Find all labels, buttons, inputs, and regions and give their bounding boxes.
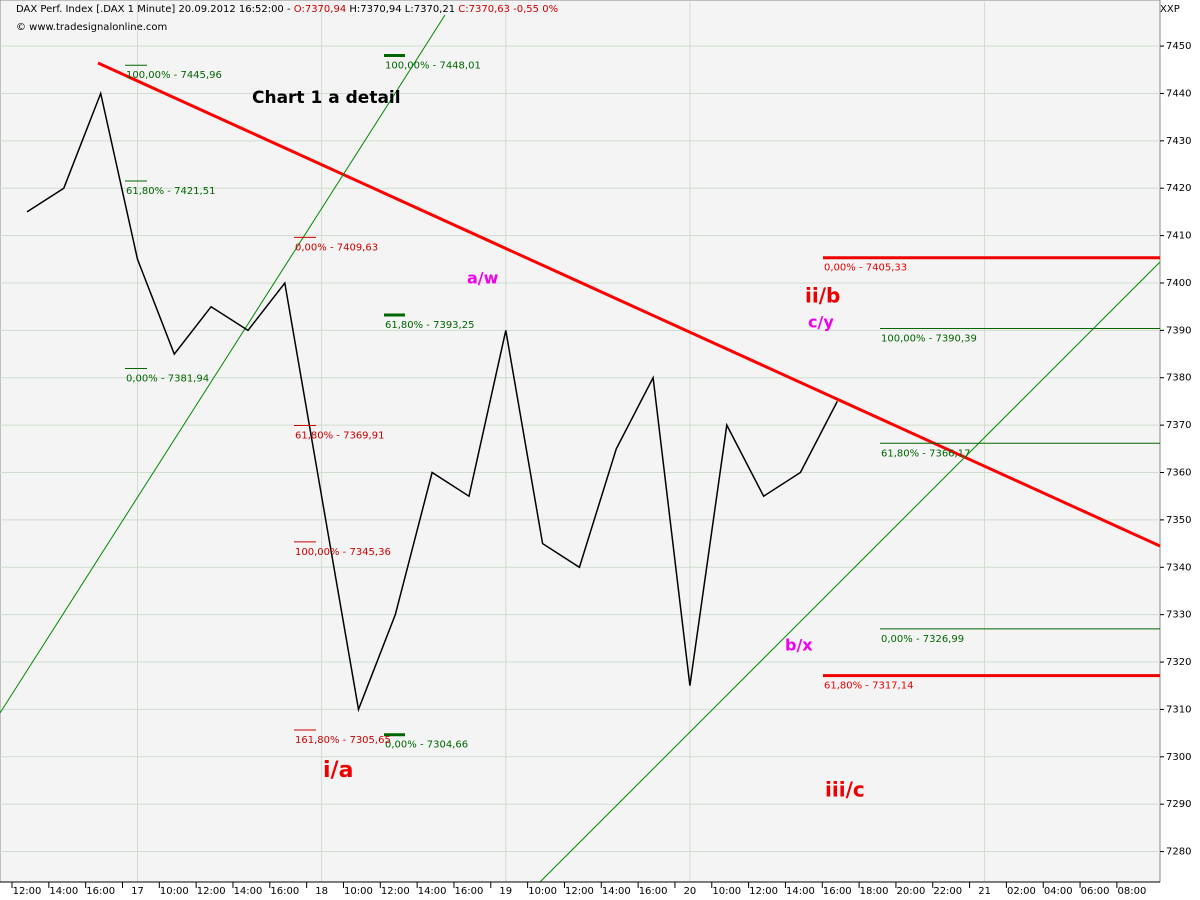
- y-tick-label: 7390: [1166, 325, 1191, 336]
- y-tick-label: 7360: [1166, 468, 1191, 479]
- x-tick-label: 14:00: [602, 886, 631, 897]
- fib-label: 100,00% - 7345,36: [295, 547, 391, 558]
- y-tick-label: 7450: [1166, 41, 1191, 52]
- x-tick-label: 12:00: [749, 886, 778, 897]
- x-tick-label: 14:00: [234, 886, 263, 897]
- x-tick-label: 14:00: [418, 886, 447, 897]
- y-tick-label: 7430: [1166, 136, 1191, 147]
- y-tick-label: 7400: [1166, 278, 1191, 289]
- trend-line: [539, 261, 1161, 883]
- x-tick-label: 02:00: [1007, 886, 1036, 897]
- corner-label: XXP: [1160, 4, 1180, 15]
- x-tick-label: 16:00: [823, 886, 852, 897]
- wave-label: iii/c: [825, 778, 865, 802]
- y-tick-label: 7350: [1166, 515, 1191, 526]
- x-tick-label: 21: [978, 886, 991, 897]
- x-tick-label: 18:00: [860, 886, 889, 897]
- fib-label: 61,80% - 7366,17: [881, 448, 970, 459]
- y-tick-label: 7290: [1166, 799, 1191, 810]
- x-tick-label: 04:00: [1044, 886, 1073, 897]
- fib-label: 61,80% - 7421,51: [126, 186, 215, 197]
- x-tick-label: 18: [315, 886, 328, 897]
- y-tick-label: 7300: [1166, 752, 1191, 763]
- fib-label: 100,00% - 7445,96: [126, 70, 222, 81]
- wave-label: a/w: [467, 269, 499, 288]
- header: DAX Perf. Index [.DAX 1 Minute] 20.09.20…: [16, 4, 558, 15]
- y-tick-label: 7320: [1166, 657, 1191, 668]
- fib-label: 0,00% - 7405,33: [824, 263, 907, 274]
- fib-label: 100,00% - 7448,01: [385, 60, 481, 71]
- header-part: O:7370,94: [294, 4, 346, 15]
- fib-label: 0,00% - 7409,63: [295, 242, 378, 253]
- y-tick-label: 7370: [1166, 420, 1191, 431]
- x-tick-label: 10:00: [160, 886, 189, 897]
- y-tick-label: 7410: [1166, 231, 1191, 242]
- x-tick-label: 12:00: [197, 886, 226, 897]
- x-tick-label: 16:00: [86, 886, 115, 897]
- x-tick-label: 08:00: [1117, 886, 1146, 897]
- x-tick-label: 20:00: [897, 886, 926, 897]
- x-tick-label: 12:00: [381, 886, 410, 897]
- y-tick-label: 7310: [1166, 704, 1191, 715]
- trend-line: [0, 14, 446, 714]
- header-part: DAX Perf. Index [.DAX 1 Minute] 20.09.20…: [16, 4, 294, 15]
- fib-label: 61,80% - 7369,91: [295, 431, 384, 442]
- y-tick-label: 7330: [1166, 610, 1191, 621]
- x-tick-label: 10:00: [712, 886, 741, 897]
- y-tick-label: 7380: [1166, 373, 1191, 384]
- x-tick-label: 20: [684, 886, 697, 897]
- x-tick-label: 19: [499, 886, 512, 897]
- x-tick-label: 16:00: [639, 886, 668, 897]
- fib-label: 0,00% - 7381,94: [126, 374, 209, 385]
- wave-label: ii/b: [805, 284, 840, 308]
- chart-title: Chart 1 a detail: [252, 88, 401, 108]
- y-tick-label: 7420: [1166, 183, 1191, 194]
- y-tick-label: 7440: [1166, 88, 1191, 99]
- wave-label: c/y: [808, 313, 834, 332]
- x-tick-label: 14:00: [49, 886, 78, 897]
- wave-label: i/a: [323, 758, 353, 783]
- header-part: H:7370,94 L:7370,21: [346, 4, 458, 15]
- y-tick-label: 7340: [1166, 562, 1191, 573]
- x-tick-label: 17: [131, 886, 144, 897]
- price-line: [26, 90, 838, 713]
- fib-label: 61,80% - 7393,25: [385, 320, 474, 331]
- x-tick-label: 16:00: [455, 886, 484, 897]
- x-tick-label: 12:00: [13, 886, 42, 897]
- x-tick-label: 22:00: [933, 886, 962, 897]
- x-tick-label: 06:00: [1081, 886, 1110, 897]
- header-part: C:7370,63 -0,55 0%: [458, 4, 558, 15]
- x-tick-label: 16:00: [270, 886, 299, 897]
- y-tick-label: 7280: [1166, 847, 1191, 858]
- fib-label: 100,00% - 7390,39: [881, 334, 977, 345]
- fib-label: 0,00% - 7326,99: [881, 634, 964, 645]
- wave-label: b/x: [785, 636, 813, 655]
- fib-label: 161,80% - 7305,65: [295, 735, 391, 746]
- x-tick-label: 10:00: [344, 886, 373, 897]
- x-tick-label: 14:00: [786, 886, 815, 897]
- fib-label: 0,00% - 7304,66: [385, 740, 468, 751]
- x-tick-label: 10:00: [528, 886, 557, 897]
- copyright: © www.tradesignalonline.com: [16, 22, 167, 33]
- x-tick-label: 12:00: [565, 886, 594, 897]
- trend-line: [97, 61, 1161, 548]
- fib-label: 61,80% - 7317,14: [824, 681, 913, 692]
- plot-area: [0, 0, 1161, 883]
